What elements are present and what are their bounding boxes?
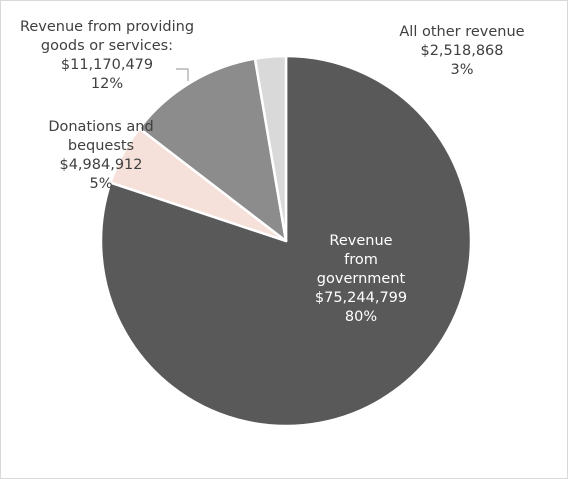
pie-slice-all-other-revenue xyxy=(253,54,288,243)
label-value: $75,244,799 xyxy=(314,290,408,306)
data-label-donations-and-bequests: Donations and bequests $4,984,912 5% xyxy=(31,118,171,194)
label-name-line: All other revenue xyxy=(399,24,525,40)
label-name-line: government xyxy=(316,271,406,287)
data-label-revenue-from-government: Revenue from government $75,244,799 80% xyxy=(291,232,431,327)
label-percent: 80% xyxy=(344,309,378,325)
pie-slice-revenue-from-providing-goods-or-services xyxy=(138,57,288,243)
label-value: $11,170,479 xyxy=(60,57,154,73)
data-label-all-other-revenue: All other revenue $2,518,868 3% xyxy=(379,23,545,80)
label-value: $2,518,868 xyxy=(420,43,504,59)
label-name-line: Donations and xyxy=(48,119,154,135)
label-percent: 5% xyxy=(89,176,113,192)
label-value: $4,984,912 xyxy=(59,157,143,173)
leader-line xyxy=(176,68,189,81)
label-name-line: from xyxy=(344,252,378,268)
label-percent: 12% xyxy=(90,76,124,92)
label-name-line: Revenue xyxy=(329,233,393,249)
label-name-line: bequests xyxy=(67,138,135,154)
data-label-revenue-from-goods-or-services: Revenue from providing goods or services… xyxy=(9,18,205,94)
label-percent: 3% xyxy=(450,62,474,78)
label-name-line: Revenue from providing xyxy=(19,19,195,35)
label-name-line: goods or services: xyxy=(40,38,174,54)
